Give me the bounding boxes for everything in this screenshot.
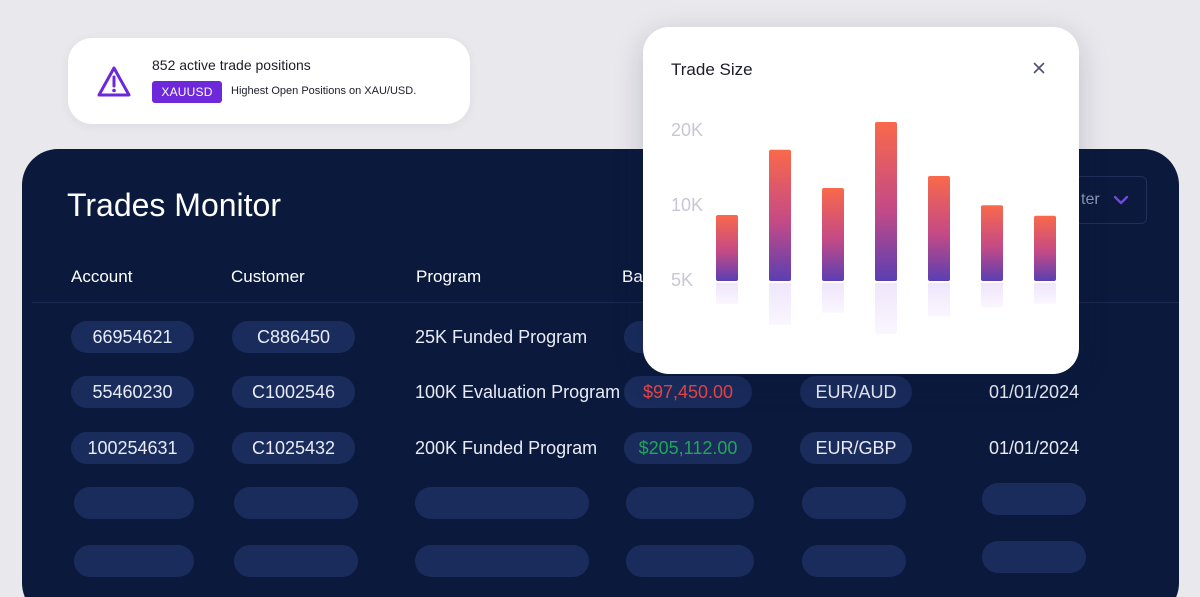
bar-reflection	[981, 283, 1003, 308]
bar-reflection	[716, 283, 738, 305]
bar-reflection	[875, 283, 897, 334]
header-customer[interactable]: Customer	[231, 267, 305, 286]
skeleton-pill	[234, 545, 358, 577]
skeleton-pill	[415, 487, 589, 519]
skeleton-pill	[74, 545, 194, 577]
program-text: 200K Funded Program	[415, 438, 598, 458]
skeleton-pill	[415, 545, 589, 577]
bar-reflection	[1034, 283, 1056, 304]
date-text: 01/01/2024	[989, 438, 1080, 458]
y-tick-label: 20K	[671, 120, 703, 140]
customer-pill[interactable]: C1025432	[232, 432, 355, 464]
date-text: 01/01/2024	[989, 382, 1080, 402]
program-text: 100K Evaluation Program	[415, 382, 621, 402]
bar[interactable]	[928, 176, 950, 281]
warning-triangle-icon	[97, 66, 131, 97]
balance-pill: $205,112.00	[624, 432, 752, 464]
bar[interactable]	[1034, 215, 1056, 281]
bar[interactable]	[769, 149, 791, 281]
symbol-badge[interactable]: XAUUSD	[152, 81, 222, 103]
balance-pill: $97,450.00	[624, 376, 752, 408]
alert-card: 852 active trade positions XAUUSD Highes…	[68, 38, 470, 124]
filter-label: ter	[1081, 191, 1100, 208]
bar[interactable]	[822, 188, 844, 281]
bar[interactable]	[875, 122, 897, 281]
pair-pill[interactable]: EUR/AUD	[800, 376, 912, 408]
header-balance[interactable]: Ba	[622, 267, 643, 286]
bar[interactable]	[716, 215, 738, 281]
y-tick-label: 10K	[671, 195, 703, 215]
skeleton-pill	[234, 487, 358, 519]
close-icon	[1033, 62, 1045, 74]
chevron-down-icon	[1113, 195, 1129, 205]
skeleton-pill	[982, 483, 1086, 515]
header-program[interactable]: Program	[416, 267, 482, 286]
bar-reflection	[928, 283, 950, 317]
y-tick-label: 5K	[671, 270, 693, 290]
customer-pill[interactable]: C1002546	[232, 376, 355, 408]
customer-pill[interactable]: C886450	[232, 321, 355, 353]
close-button[interactable]	[1022, 51, 1056, 85]
chart-title: Trade Size	[671, 60, 753, 79]
program-text: 25K Funded Program	[415, 327, 588, 347]
page-title: Trades Monitor	[67, 187, 281, 223]
pair-pill[interactable]: EUR/GBP	[800, 432, 912, 464]
bar-reflection	[822, 283, 844, 313]
header-divider	[32, 302, 1179, 303]
account-pill[interactable]: 100254631	[71, 432, 194, 464]
skeleton-pill	[802, 545, 906, 577]
account-pill[interactable]: 55460230	[71, 376, 194, 408]
account-pill[interactable]: 66954621	[71, 321, 194, 353]
bar-reflection	[769, 283, 791, 325]
skeleton-pill	[626, 487, 754, 519]
trade-size-chart: 20K 10K 5K	[671, 120, 1056, 334]
alert-description: Highest Open Positions on XAU/USD.	[231, 85, 417, 97]
skeleton-pill	[74, 487, 194, 519]
skeleton-pill	[982, 541, 1086, 573]
skeleton-pill	[626, 545, 754, 577]
skeleton-pill	[802, 487, 906, 519]
alert-title: 852 active trade positions	[152, 57, 311, 73]
bar[interactable]	[981, 205, 1003, 281]
header-account[interactable]: Account	[71, 267, 133, 286]
trade-size-chart-card: 20K 10K 5K Trade Size	[643, 27, 1079, 374]
